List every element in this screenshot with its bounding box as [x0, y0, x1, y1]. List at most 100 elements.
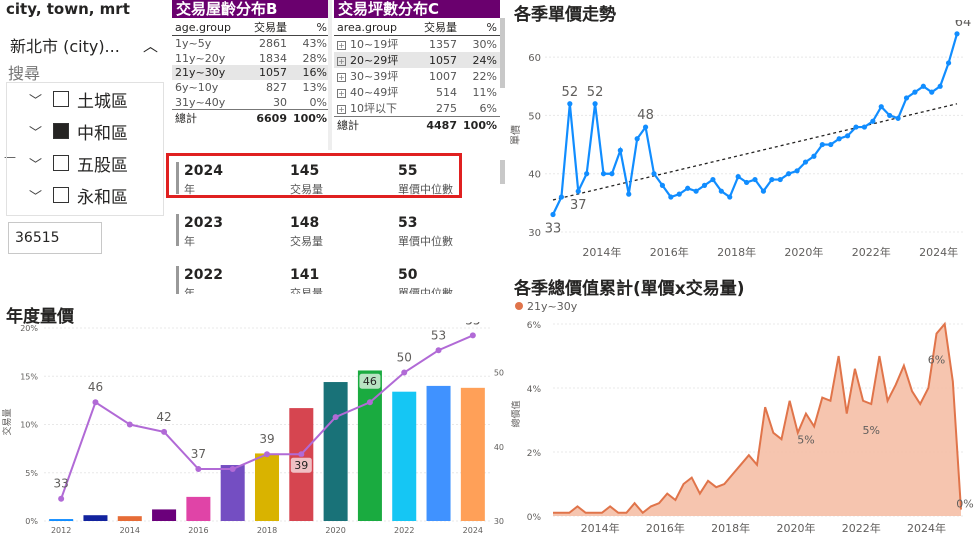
checkbox[interactable] — [53, 187, 69, 203]
bar[interactable] — [426, 385, 451, 521]
data-point[interactable] — [701, 182, 708, 188]
column-header[interactable]: 交易量 — [409, 19, 460, 36]
search-input[interactable] — [8, 63, 158, 83]
data-point[interactable] — [895, 115, 901, 121]
column-header[interactable]: area.group — [334, 19, 410, 36]
data-point[interactable] — [668, 194, 674, 200]
slicer-item[interactable]: ﹀ 永和區 — [7, 179, 163, 211]
data-point[interactable] — [819, 141, 825, 148]
data-point[interactable] — [676, 191, 682, 197]
expand-icon[interactable]: + — [337, 41, 346, 50]
line-point[interactable] — [401, 369, 408, 376]
data-point[interactable] — [786, 171, 792, 177]
slicer-item[interactable]: ﹀ 土城區 — [7, 83, 163, 115]
line-point[interactable] — [366, 399, 373, 406]
line-point[interactable] — [298, 451, 305, 458]
line-point[interactable] — [264, 451, 270, 458]
data-point[interactable] — [920, 83, 926, 89]
data-point[interactable] — [592, 101, 598, 107]
line-point[interactable] — [195, 466, 202, 473]
data-point[interactable] — [844, 133, 851, 139]
data-point[interactable] — [937, 83, 943, 89]
column-header[interactable]: 交易量 — [238, 19, 290, 36]
data-point[interactable] — [651, 171, 657, 177]
bar[interactable] — [357, 370, 382, 521]
slicer-item[interactable]: ﹀ 五股區 — [7, 147, 163, 179]
table-row[interactable]: +30~39坪 1007 22% — [334, 68, 500, 84]
table-row[interactable]: +40~49坪 514 11% — [334, 84, 500, 100]
column-header[interactable]: % — [460, 19, 500, 36]
data-point[interactable] — [600, 171, 607, 177]
chevron-up-icon[interactable]: ︿ — [142, 36, 158, 55]
expand-icon[interactable]: + — [337, 89, 346, 98]
data-point[interactable] — [912, 89, 918, 95]
slicer-item[interactable]: ﹀ 中和區 — [7, 115, 163, 147]
data-point[interactable] — [828, 141, 834, 148]
data-point[interactable] — [878, 104, 884, 110]
chevron-down-icon[interactable]: ﹀ — [29, 157, 43, 173]
data-point[interactable] — [558, 194, 565, 200]
bar[interactable] — [460, 387, 485, 521]
expand-icon[interactable]: + — [337, 57, 346, 66]
data-point[interactable] — [659, 182, 666, 188]
data-point[interactable] — [945, 60, 952, 66]
data-point[interactable] — [811, 153, 817, 159]
expand-icon[interactable]: + — [337, 73, 346, 82]
line-point[interactable] — [435, 347, 442, 354]
data-point[interactable] — [584, 171, 590, 177]
data-point[interactable] — [617, 147, 623, 153]
line-point[interactable] — [332, 414, 339, 421]
data-point[interactable] — [887, 112, 893, 119]
line-point[interactable] — [469, 332, 476, 339]
table-row[interactable]: +10~19坪 1357 30% — [334, 36, 500, 53]
data-point[interactable] — [727, 194, 733, 200]
checkbox[interactable] — [53, 123, 69, 139]
data-point[interactable] — [802, 159, 809, 165]
data-point[interactable] — [718, 188, 724, 194]
data-point[interactable] — [870, 118, 876, 124]
bar[interactable] — [220, 465, 245, 521]
table-row[interactable]: 6y~10y 827 13% — [172, 80, 330, 95]
data-point[interactable] — [735, 174, 741, 180]
table-row[interactable]: 31y~40y 30 0% — [172, 95, 330, 110]
data-point[interactable] — [836, 136, 842, 142]
bar[interactable] — [323, 382, 348, 521]
table-row[interactable]: 1y~5y 2861 43% — [172, 36, 330, 51]
cards-scrollbar-thumb[interactable] — [500, 160, 505, 184]
data-point[interactable] — [752, 176, 758, 183]
bar[interactable] — [392, 391, 417, 521]
data-point[interactable] — [575, 188, 581, 194]
line-point[interactable] — [126, 421, 133, 428]
bar[interactable] — [83, 515, 108, 521]
data-point[interactable] — [929, 89, 935, 95]
bar[interactable] — [254, 453, 280, 521]
line-point[interactable] — [161, 428, 168, 435]
data-point[interactable] — [626, 191, 632, 197]
chevron-down-icon[interactable]: ﹀ — [29, 189, 43, 205]
data-point[interactable] — [861, 124, 868, 130]
bar[interactable] — [186, 496, 211, 521]
data-point[interactable] — [550, 211, 556, 218]
data-point[interactable] — [954, 31, 960, 37]
checkbox[interactable] — [53, 91, 69, 107]
bar[interactable] — [152, 509, 177, 521]
data-point[interactable] — [609, 171, 615, 177]
table-row[interactable]: 11y~20y 1834 28% — [172, 51, 330, 66]
data-point[interactable] — [634, 136, 640, 142]
expand-icon[interactable]: + — [337, 105, 346, 114]
scrollbar-thumb[interactable] — [500, 18, 505, 88]
city-dropdown[interactable]: 新北市 (city)... ︿ — [6, 30, 162, 60]
data-point[interactable] — [794, 168, 800, 174]
data-point[interactable] — [642, 124, 649, 130]
line-point[interactable] — [92, 399, 99, 406]
table-row[interactable]: +10坪以下 275 6% — [334, 100, 500, 117]
checkbox[interactable] — [53, 155, 69, 171]
chevron-down-icon[interactable]: ﹀ — [29, 125, 43, 141]
data-point[interactable] — [760, 188, 767, 194]
data-point[interactable] — [777, 176, 783, 183]
data-point[interactable] — [693, 188, 699, 194]
data-point[interactable] — [769, 176, 775, 183]
data-point[interactable] — [743, 179, 750, 186]
line-point[interactable] — [229, 466, 236, 473]
chevron-down-icon[interactable]: ﹀ — [29, 93, 43, 109]
